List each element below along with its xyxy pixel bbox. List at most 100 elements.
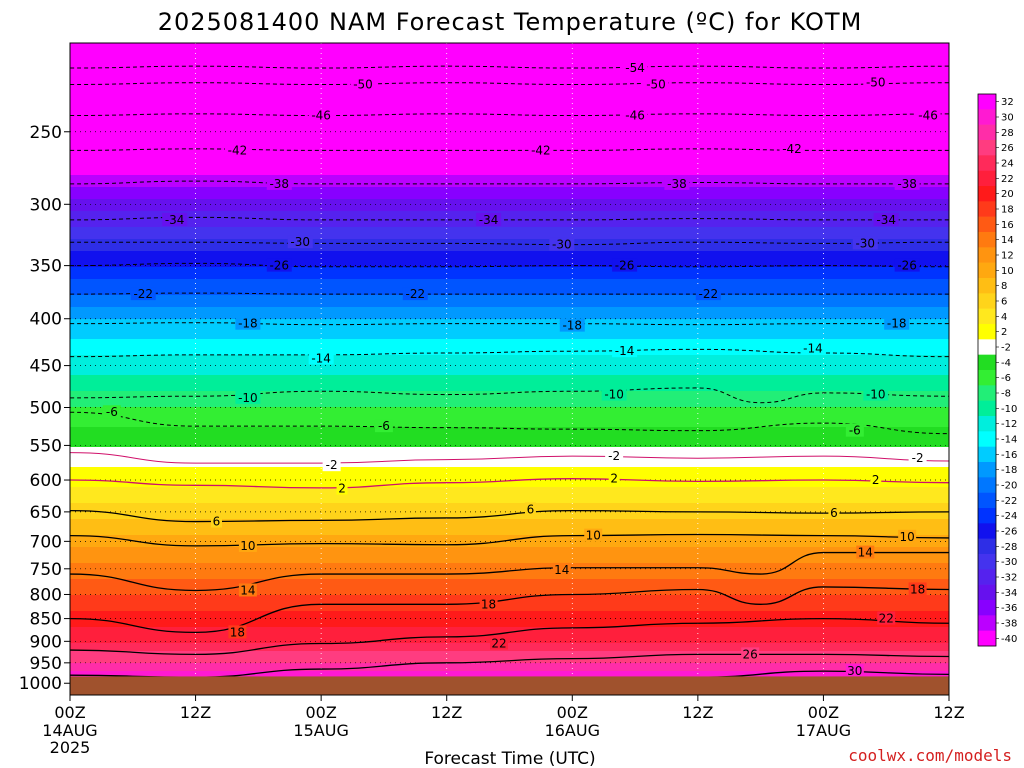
pressure-tick-label: 950 — [30, 654, 62, 674]
date-label: 17AUG — [796, 721, 851, 740]
pressure-tick-label: 750 — [30, 560, 62, 580]
contour-line — [70, 452, 949, 464]
contour-label: 10 — [900, 530, 915, 544]
pressure-tick-label: 300 — [30, 195, 62, 215]
x-axis-title: Forecast Time (UTC) — [424, 749, 595, 768]
temperature-band — [70, 287, 949, 292]
colorbar-label: 20 — [1001, 189, 1014, 200]
contour-line — [70, 82, 949, 86]
contour-label: 22 — [491, 637, 506, 651]
colorbar-label: -6 — [1001, 373, 1011, 384]
contour-label: 2 — [338, 482, 346, 496]
temperature-band — [70, 359, 949, 364]
contour-label-bg — [402, 287, 428, 301]
contour-label: -10 — [604, 388, 624, 402]
temperature-band — [70, 471, 949, 476]
temperature-band — [70, 103, 949, 108]
temperature-band — [70, 631, 949, 636]
contour-label: -46 — [311, 109, 331, 123]
time-tick-label: 00Z — [557, 703, 588, 722]
temperature-band — [70, 511, 949, 516]
contour-label: -34 — [876, 213, 896, 227]
contour-label: -34 — [479, 213, 499, 227]
contour-label-bg — [695, 287, 721, 301]
temperature-band — [70, 627, 949, 632]
temperature-band — [70, 151, 949, 156]
contour-label-bg — [894, 258, 920, 272]
contour-label: -30 — [855, 236, 875, 250]
temperature-band — [70, 303, 949, 308]
colorbar-label: -36 — [1001, 603, 1017, 614]
colorbar-label: 30 — [1001, 113, 1014, 124]
temperature-band — [70, 579, 949, 584]
contour-line — [70, 478, 949, 489]
temperature-band — [70, 591, 949, 596]
temperature-band — [70, 135, 949, 140]
temperature-band — [70, 279, 949, 284]
temperature-band — [70, 263, 949, 268]
contour-label: -14 — [615, 344, 635, 358]
temperature-band — [70, 123, 949, 128]
temperature-band — [70, 447, 949, 452]
contour-line — [70, 387, 949, 404]
contour-label: -38 — [269, 177, 289, 191]
contour-label-bg — [102, 405, 121, 419]
temperature-band — [70, 527, 949, 532]
time-tick-label: 00Z — [808, 703, 839, 722]
colorbar-label: -32 — [1001, 573, 1017, 584]
temperature-band — [70, 427, 949, 432]
contour-label: 18 — [230, 625, 245, 639]
contour-label: -42 — [782, 142, 802, 156]
temperature-band — [70, 71, 949, 76]
contour-label: -6 — [849, 424, 861, 438]
contour-label: -38 — [667, 177, 687, 191]
contour-label-bg — [608, 471, 620, 485]
temperature-band — [70, 191, 949, 196]
temperature-band — [70, 307, 949, 312]
temperature-band — [70, 87, 949, 92]
colorbar-swatch — [978, 216, 996, 233]
colorbar-label: -2 — [1001, 343, 1011, 354]
contour-label-bg — [877, 611, 896, 625]
temperature-band — [70, 643, 949, 648]
temperature-band — [70, 267, 949, 272]
contour-label-bg — [870, 473, 882, 487]
contour-label-bg — [211, 514, 222, 528]
temperature-band — [70, 543, 949, 548]
colorbar-label: -16 — [1001, 450, 1017, 461]
contour-label-bg — [235, 390, 261, 404]
temperature-band — [70, 127, 949, 132]
ground-layer — [70, 676, 949, 695]
temperature-band — [70, 491, 949, 496]
colorbar-label: 22 — [1001, 174, 1014, 185]
pressure-tick-label: 850 — [30, 610, 62, 630]
temperature-band — [70, 651, 949, 656]
contour-label-bg — [664, 176, 690, 190]
temperature-band — [70, 559, 949, 564]
contour-label: -26 — [615, 259, 635, 273]
temperature-band — [70, 407, 949, 412]
colorbar-swatch — [978, 446, 996, 463]
temperature-band — [70, 319, 949, 324]
temperature-band — [70, 443, 949, 448]
contour-label: -2 — [912, 451, 924, 465]
colorbar-label: 8 — [1001, 281, 1007, 292]
contour-label-bg — [490, 636, 509, 650]
chart-title: 2025081400 NAM Forecast Temperature (ºC)… — [158, 8, 863, 36]
temperature-band — [70, 227, 949, 232]
temperature-band — [70, 239, 949, 244]
pressure-tick-label: 650 — [30, 503, 62, 523]
temperature-band — [70, 535, 949, 540]
temperature-band — [70, 335, 949, 340]
colorbar-swatch — [978, 186, 996, 202]
temperature-band — [70, 499, 949, 504]
temperature-band — [70, 379, 949, 384]
contour-label: -14 — [803, 341, 823, 355]
time-tick-label: 12Z — [682, 703, 713, 722]
colorbar-label: -10 — [1001, 404, 1017, 415]
temperature-band — [70, 235, 949, 240]
contour-label: -50 — [646, 78, 666, 92]
temperature-band — [70, 175, 949, 180]
temperature-band — [70, 567, 949, 572]
temperature-band — [70, 463, 949, 468]
